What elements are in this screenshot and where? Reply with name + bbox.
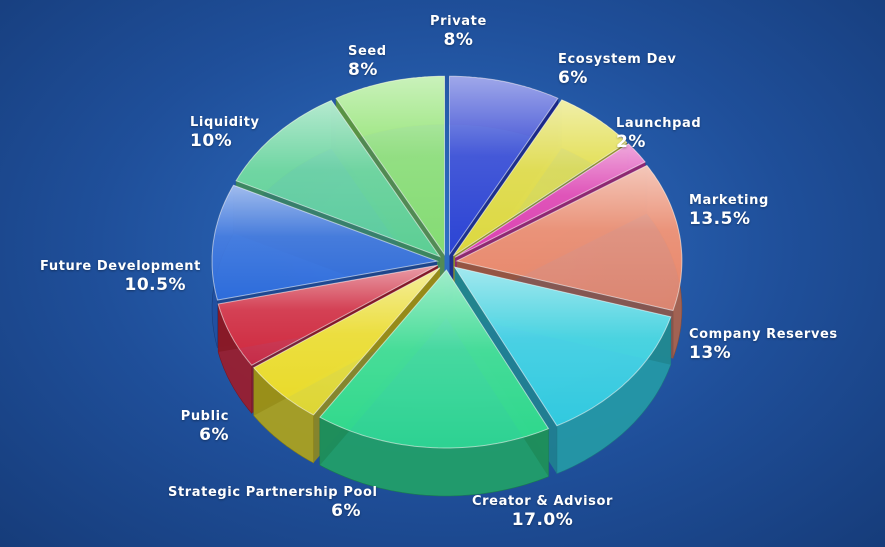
slice-gloss-liquidity [236,100,440,257]
label-public: Public 6% [180,409,229,445]
slice-gloss-creator [319,270,549,448]
slice-gloss-strategic [253,267,440,415]
slice-gloss-seed [336,76,445,255]
slice-gloss-marketing [456,165,682,311]
slice-gloss-future [212,185,438,300]
label-marketing: Marketing 13.5% [689,193,769,229]
slice-gloss-launchpad [455,143,646,258]
label-private: Private 8% [430,14,487,50]
slice-gloss-private [449,76,558,255]
label-reserves: Company Reserves 13% [689,327,838,363]
slice-gloss-ecosystem [453,99,627,256]
label-strategic: Strategic Partnership Pool 6% [168,485,378,521]
label-liquidity: Liquidity 10% [190,115,260,151]
label-ecosystem: Ecosystem Dev 6% [558,52,677,88]
label-creator: Creator & Advisor 17.0% [472,494,614,530]
slice-gloss-public [218,265,438,366]
label-future: Future Development 10.5% [40,259,201,295]
slice-gloss-reserves [454,267,671,426]
label-launchpad: Launchpad 2% [616,116,702,152]
label-seed: Seed 8% [348,44,387,80]
